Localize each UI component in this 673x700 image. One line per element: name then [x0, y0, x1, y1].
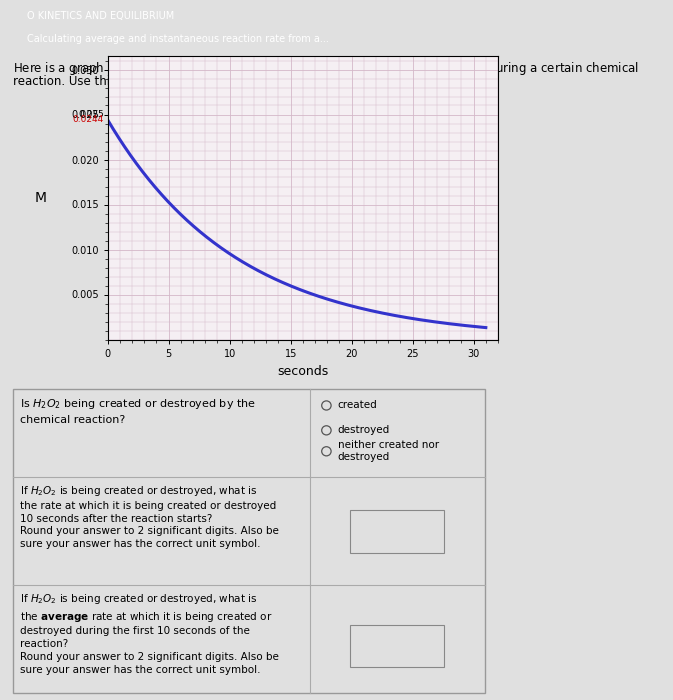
- Text: destroyed: destroyed: [338, 426, 390, 435]
- Point: [481, 581, 489, 589]
- Bar: [350, 510, 444, 553]
- Bar: [13, 389, 485, 694]
- Point: [306, 581, 314, 589]
- Text: 0.025: 0.025: [78, 110, 104, 119]
- Y-axis label: M: M: [34, 190, 46, 204]
- Point: [306, 690, 314, 698]
- Text: If $H_2O_2$ is being created or destroyed, what is
the $\bf{average}$ rate at wh: If $H_2O_2$ is being created or destroye…: [20, 592, 279, 675]
- Point: [306, 581, 314, 589]
- Text: Calculating average and instantaneous reaction rate from a...: Calculating average and instantaneous re…: [27, 34, 329, 44]
- Text: O KINETICS AND EQUILIBRIUM: O KINETICS AND EQUILIBRIUM: [27, 11, 174, 22]
- Point: [9, 581, 17, 589]
- Text: Is $H_2O_2$ being created or destroyed by the
chemical reaction?: Is $H_2O_2$ being created or destroyed b…: [20, 397, 256, 425]
- Text: created: created: [338, 400, 378, 410]
- Point: [306, 473, 314, 482]
- Text: 0.0244: 0.0244: [73, 116, 104, 125]
- Point: [9, 473, 17, 482]
- Bar: [350, 624, 444, 667]
- Point: [306, 473, 314, 482]
- Point: [306, 385, 314, 393]
- Text: If $H_2O_2$ is being created or destroyed, what is
the rate at which it is being: If $H_2O_2$ is being created or destroye…: [20, 484, 279, 550]
- Text: neither created nor
destroyed: neither created nor destroyed: [338, 440, 439, 463]
- Point: [481, 473, 489, 482]
- Text: reaction. Use this graph to answer the questions in the table below.: reaction. Use this graph to answer the q…: [13, 75, 415, 88]
- X-axis label: seconds: seconds: [277, 365, 328, 379]
- Text: Here is a graph of the molarity of hydrogen peroxide $(H_2O_2)$ in a reaction ve: Here is a graph of the molarity of hydro…: [13, 60, 639, 77]
